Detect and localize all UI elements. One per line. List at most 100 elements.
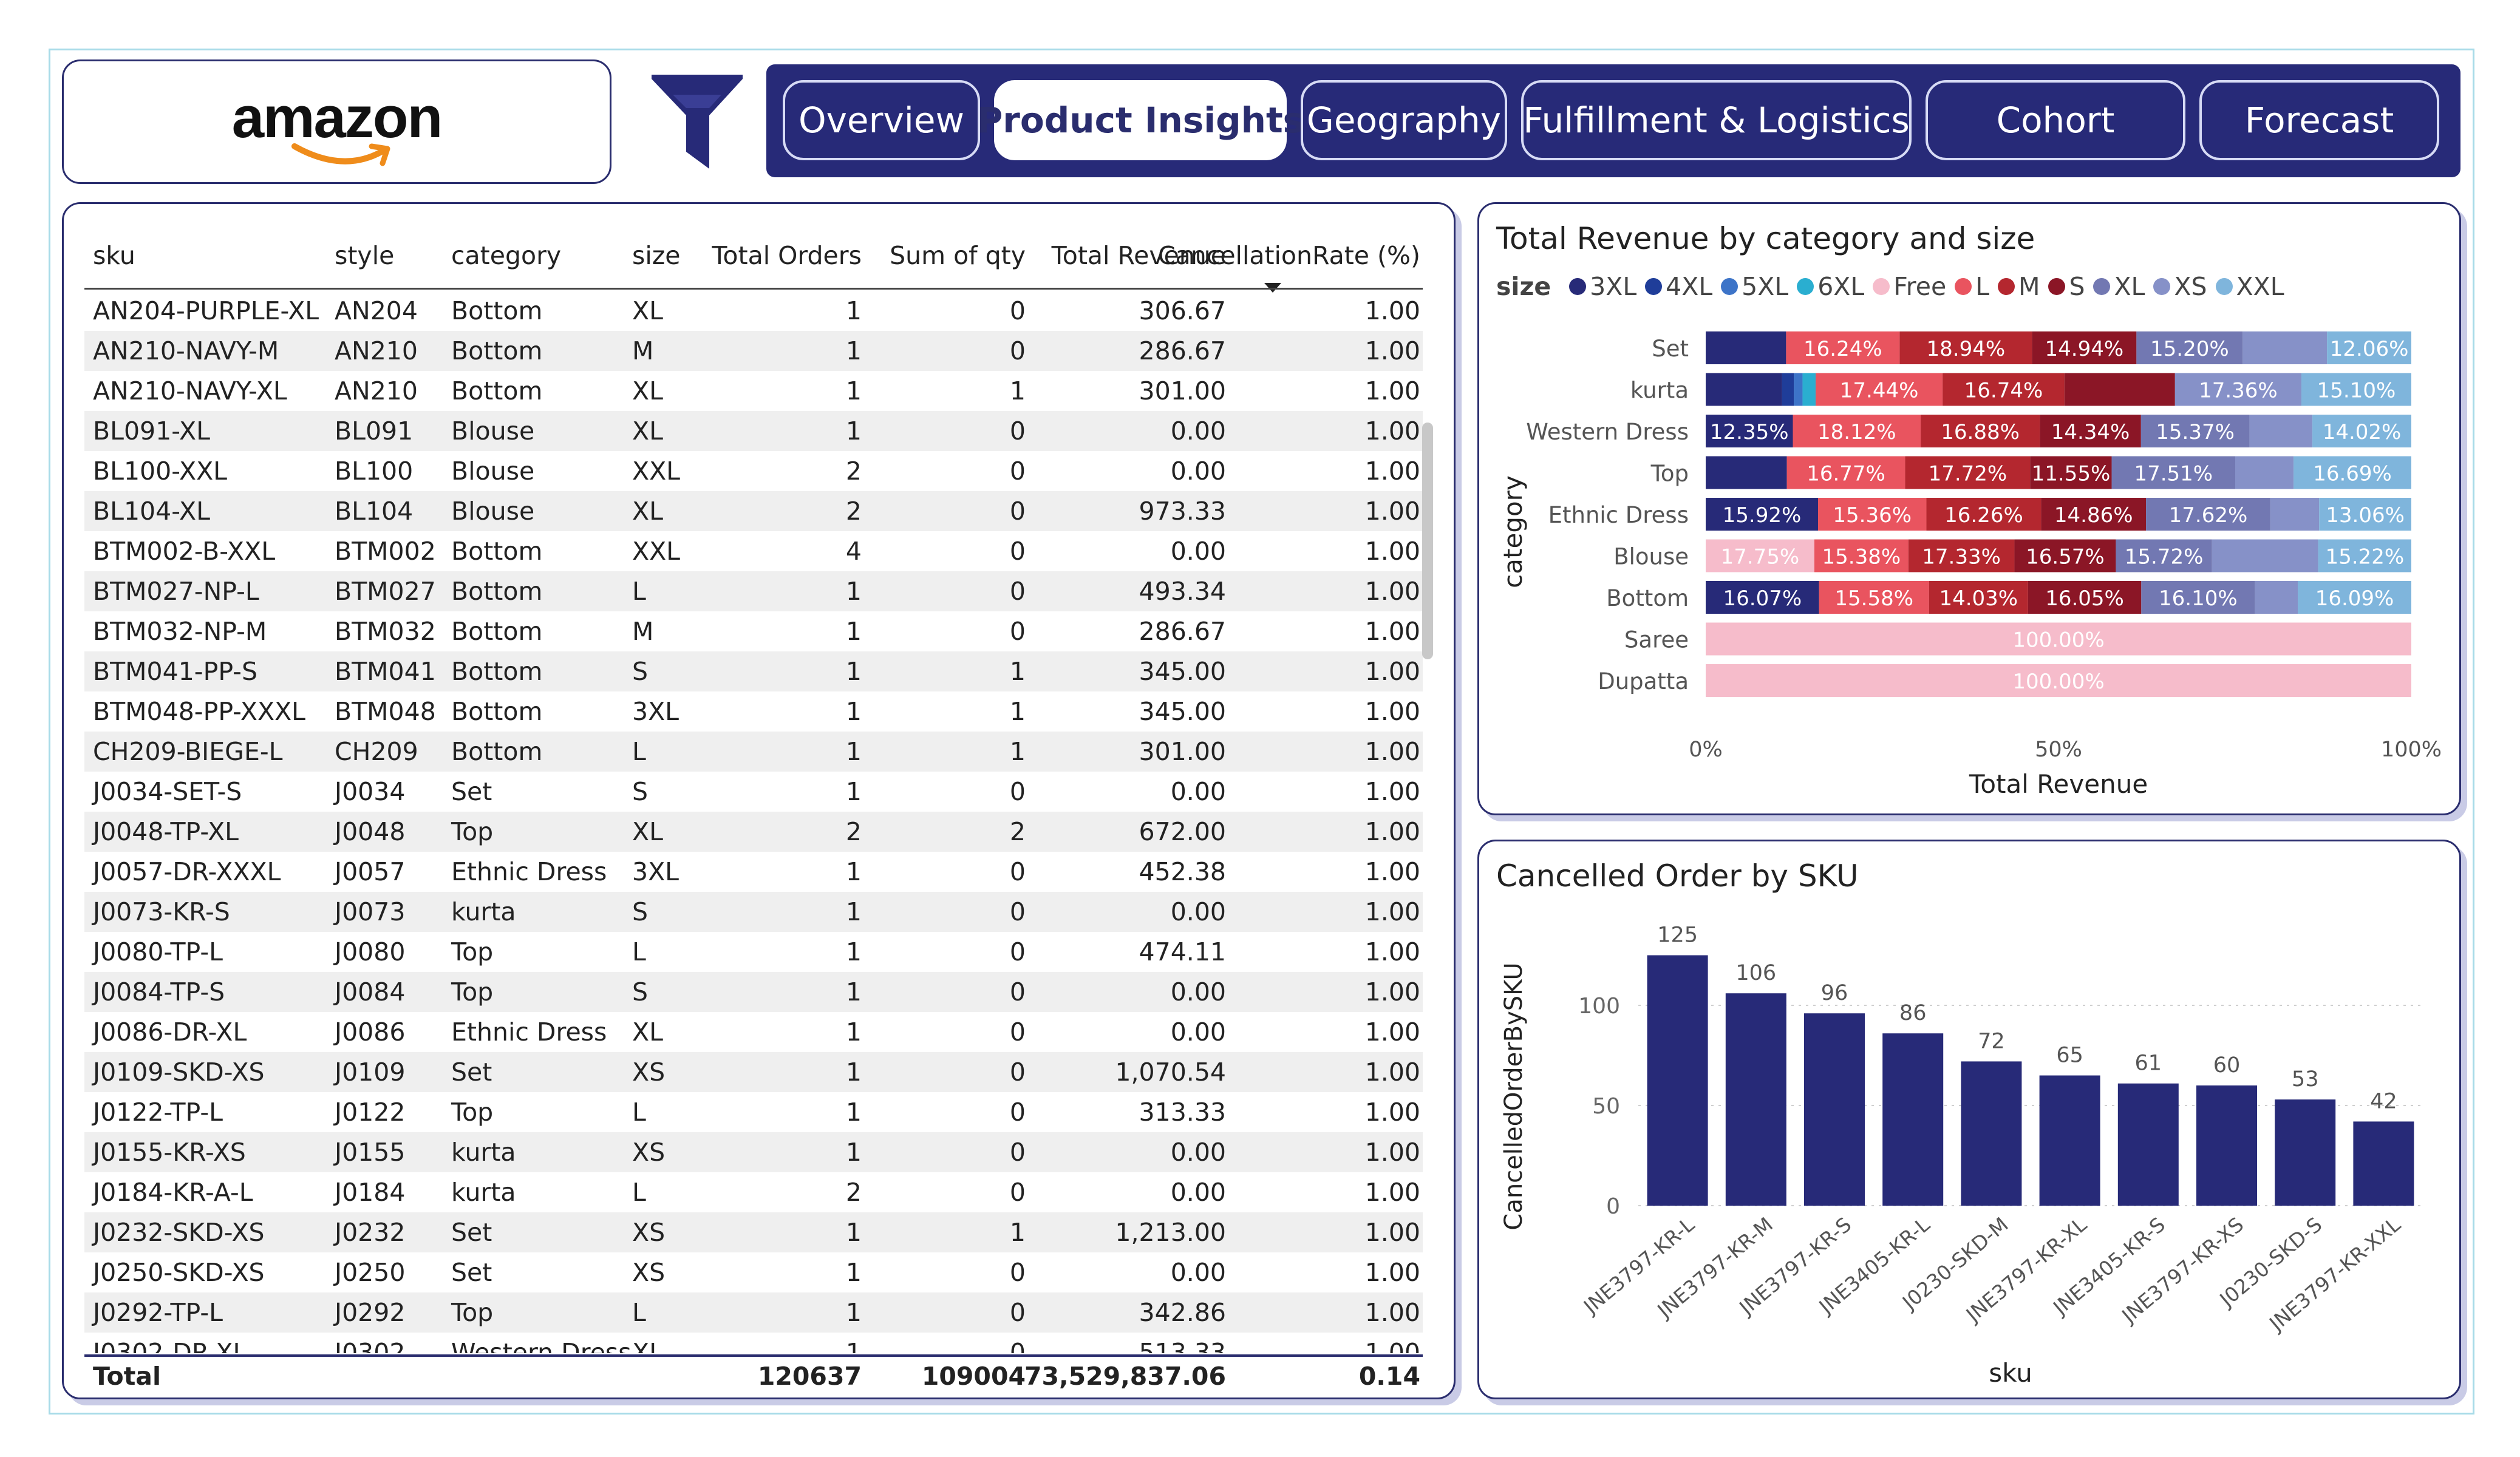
table-row[interactable]: J0086-DR-XL J0086 Ethnic Dress XL 1 0 0.00 1.00 — [84, 1012, 1423, 1052]
table-row[interactable]: J0302-DR-XL J0302 Western Dress XL 1 0 513.33 1… — [84, 1333, 1423, 1353]
stacked-bar-segment[interactable] — [2116, 539, 2212, 572]
stacked-bar-segment[interactable] — [2040, 415, 2141, 447]
stacked-bar-segment[interactable] — [1706, 539, 1814, 572]
stacked-bar-segment[interactable] — [1706, 664, 2411, 697]
stacked-bar-segment[interactable] — [1908, 539, 2015, 572]
table-row[interactable]: J0080-TP-L J0080 Top L 1 0 474.11 1.00 — [84, 932, 1423, 972]
table-row[interactable]: AN204-PURPLE-XL AN204 Bottom XL 1 0 306.67 1.00 — [84, 291, 1423, 331]
col-header-sum-qty[interactable]: Sum of qty — [890, 241, 1026, 270]
bar[interactable] — [1961, 1061, 2022, 1206]
stacked-bar-segment[interactable] — [2298, 581, 2411, 614]
bar[interactable] — [1647, 955, 1708, 1206]
table-row[interactable]: BTM027-NP-L BTM027 Bottom L 1 0 493.34 1.00 — [84, 571, 1423, 611]
legend-item[interactable]: XS — [2153, 272, 2207, 301]
table-row[interactable]: J0184-KR-A-L J0184 kurta L 2 0 0.00 1.00 — [84, 1172, 1423, 1212]
stacked-bar-segment[interactable] — [1706, 498, 1818, 531]
legend-item[interactable]: XXL — [2215, 272, 2284, 301]
stacked-bar-segment[interactable] — [2146, 498, 2270, 531]
bar[interactable] — [2353, 1121, 2414, 1206]
bar[interactable] — [2196, 1085, 2257, 1206]
stacked-bar-segment[interactable] — [1926, 498, 2042, 531]
tab-forecast[interactable]: Forecast — [2199, 80, 2439, 160]
tab-product-insights[interactable]: Product Insights — [977, 80, 1304, 160]
stacked-bar-segment[interactable] — [2255, 581, 2298, 614]
legend-item[interactable]: Free — [1873, 272, 1946, 301]
tab-cohort[interactable]: Cohort — [1926, 80, 2185, 160]
stacked-bar-segment[interactable] — [2014, 539, 2116, 572]
stacked-bar-segment[interactable] — [1794, 373, 1803, 406]
table-row[interactable]: J0292-TP-L J0292 Top L 1 0 342.86 1.00 — [84, 1292, 1423, 1333]
bar[interactable] — [2117, 1083, 2179, 1206]
stacked-bar-segment[interactable] — [2030, 456, 2112, 489]
stacked-bar-segment[interactable] — [1793, 415, 1921, 447]
stacked-bar-segment[interactable] — [1816, 373, 1943, 406]
col-header-total-revenue[interactable]: Total Revenue — [1051, 241, 1226, 270]
table-row[interactable]: J0057-DR-XXXL J0057 Ethnic Dress 3XL 1 0 452.3… — [84, 852, 1423, 892]
legend-item[interactable]: 5XL — [1721, 272, 1788, 301]
table-row[interactable]: J0155-KR-XS J0155 kurta XS 1 0 0.00 1.00 — [84, 1132, 1423, 1172]
stacked-bar-segment[interactable] — [2212, 539, 2318, 572]
stacked-bar-segment[interactable] — [2041, 498, 2147, 531]
stacked-bar-segment[interactable] — [1814, 539, 1909, 572]
col-header-cancellation-rate[interactable]: CancellationRate (%) — [1158, 241, 1420, 270]
stacked-bar-segment[interactable] — [1899, 331, 2032, 364]
table-row[interactable]: J0109-SKD-XS J0109 Set XS 1 0 1,070.54 1.00 — [84, 1052, 1423, 1092]
col-header-total-orders[interactable]: Total Orders — [712, 241, 862, 270]
legend-item[interactable]: 6XL — [1797, 272, 1864, 301]
legend-item[interactable]: 4XL — [1645, 272, 1712, 301]
stacked-bar-segment[interactable] — [2174, 373, 2301, 406]
table-row[interactable]: J0034-SET-S J0034 Set S 1 0 0.00 1.00 — [84, 772, 1423, 812]
bar[interactable] — [1804, 1013, 1865, 1206]
stacked-bar-segment[interactable] — [2136, 331, 2243, 364]
stacked-bar-segment[interactable] — [2249, 415, 2313, 447]
bar[interactable] — [1882, 1033, 1944, 1206]
stacked-bar-segment[interactable] — [1817, 498, 1927, 531]
stacked-bar-segment[interactable] — [2064, 373, 2175, 406]
stacked-bar-segment[interactable] — [2235, 456, 2294, 489]
stacked-bar-segment[interactable] — [1786, 331, 1900, 364]
legend-item[interactable]: L — [1955, 272, 1989, 301]
stacked-bar-segment[interactable] — [2294, 456, 2411, 489]
stacked-bar-segment[interactable] — [1786, 456, 1905, 489]
stacked-bar-segment[interactable] — [2111, 456, 2235, 489]
stacked-bar-segment[interactable] — [2301, 373, 2411, 406]
stacked-bar-segment[interactable] — [1706, 373, 1782, 406]
stacked-bar-segment[interactable] — [1782, 373, 1794, 406]
legend-item[interactable]: M — [1998, 272, 2040, 301]
stacked-bar-segment[interactable] — [1706, 415, 1793, 447]
stacked-bar-segment[interactable] — [1819, 581, 1929, 614]
table-row[interactable]: BL100-XXL BL100 Blouse XXL 2 0 0.00 1.00 — [84, 451, 1423, 491]
bar[interactable] — [2039, 1075, 2100, 1206]
bar[interactable] — [1725, 993, 1786, 1206]
tab-overview[interactable]: Overview — [783, 80, 980, 160]
stacked-bar-segment[interactable] — [2141, 581, 2255, 614]
stacked-bar-segment[interactable] — [2319, 498, 2411, 531]
stacked-bar-segment[interactable] — [1706, 331, 1786, 364]
table-row[interactable]: J0084-TP-S J0084 Top S 1 0 0.00 1.00 — [84, 972, 1423, 1012]
table-row[interactable]: BL104-XL BL104 Blouse XL 2 0 973.33 1.00 — [84, 491, 1423, 531]
legend-item[interactable]: 3XL — [1569, 272, 1636, 301]
stacked-bar-segment[interactable] — [2032, 331, 2137, 364]
stacked-bar-segment[interactable] — [1706, 622, 2411, 656]
table-row[interactable]: BTM048-PP-XXXL BTM048 Bottom 3XL 1 1 345.00 1.0… — [84, 691, 1423, 732]
stacked-bar-segment[interactable] — [2242, 331, 2328, 364]
table-row[interactable]: AN210-NAVY-M AN210 Bottom M 1 0 286.67 1.00 — [84, 331, 1423, 371]
table-row[interactable]: BTM032-NP-M BTM032 Bottom M 1 0 286.67 1.00 — [84, 611, 1423, 651]
table-row[interactable]: J0232-SKD-XS J0232 Set XS 1 1 1,213.00 1.00 — [84, 1212, 1423, 1252]
table-row[interactable]: AN210-NAVY-XL AN210 Bottom XL 1 1 301.00 1.00 — [84, 371, 1423, 411]
table-row[interactable]: J0048-TP-XL J0048 Top XL 2 2 672.00 1.00 — [84, 812, 1423, 852]
stacked-bar-segment[interactable] — [1943, 373, 2065, 406]
stacked-bar-segment[interactable] — [1802, 373, 1816, 406]
col-header-style[interactable]: style — [335, 241, 395, 270]
col-header-size[interactable]: size — [632, 241, 681, 270]
col-header-category[interactable]: category — [451, 241, 562, 270]
legend-item[interactable]: S — [2048, 272, 2085, 301]
col-header-sku[interactable]: sku — [93, 241, 135, 270]
stacked-bar-segment[interactable] — [2318, 539, 2411, 572]
stacked-bar-segment[interactable] — [1905, 456, 2031, 489]
stacked-bar-segment[interactable] — [2312, 415, 2411, 447]
bar[interactable] — [2275, 1099, 2336, 1206]
table-scrollbar[interactable] — [1422, 423, 1433, 659]
tab-fulfillment-logistics[interactable]: Fulfillment & Logistics — [1521, 80, 1912, 160]
stacked-bar-segment[interactable] — [2270, 498, 2320, 531]
